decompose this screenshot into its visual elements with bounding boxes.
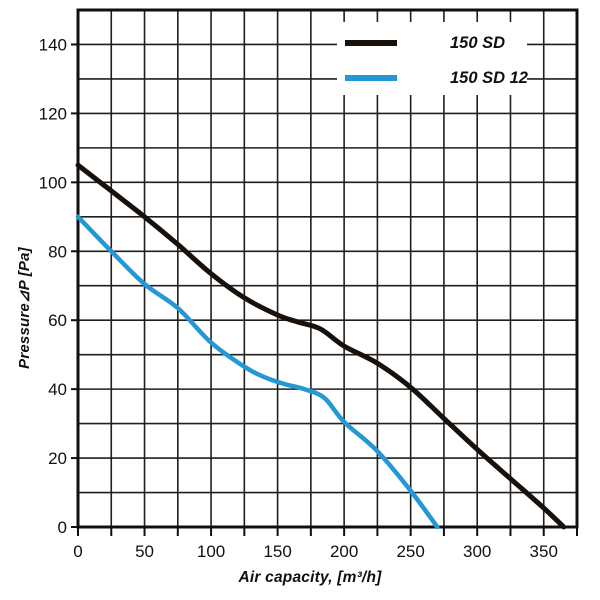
- plot-border: [76, 8, 579, 529]
- x-axis-title: Air capacity, [m³/h]: [238, 569, 382, 586]
- legend-label-150sd: 150 SD: [450, 33, 506, 52]
- legend-label-150sd12: 150 SD 12: [450, 68, 528, 87]
- curve-150-sd: [75, 162, 567, 530]
- y-tick-label: 140: [39, 35, 67, 54]
- legend-swatch-150sd12: [345, 75, 397, 81]
- x-tick-label: 350: [530, 542, 558, 561]
- y-tick-label: 80: [48, 242, 67, 261]
- x-tick-label: 0: [73, 542, 82, 561]
- legend: 150 SD 150 SD 12: [337, 22, 528, 95]
- legend-item-150sd12: 150 SD 12: [345, 69, 528, 87]
- y-tick-label: 120: [39, 104, 67, 123]
- y-tick-label: 0: [58, 518, 67, 537]
- y-tick-label: 100: [39, 173, 67, 192]
- x-tick-label: 100: [197, 542, 225, 561]
- x-tick-label: 150: [263, 542, 291, 561]
- x-tick-label: 250: [396, 542, 424, 561]
- y-axis-title: Pressure⊿P [Pa]: [16, 247, 33, 369]
- x-tick-label: 200: [330, 542, 358, 561]
- x-tick-label: 50: [135, 542, 154, 561]
- curve-150-sd-12: [75, 214, 440, 530]
- y-tick-label: 20: [48, 449, 67, 468]
- y-tick-label: 60: [48, 311, 67, 330]
- y-tick-label: 40: [48, 380, 67, 399]
- legend-swatch-150sd: [345, 40, 397, 46]
- x-tick-label: 300: [463, 542, 491, 561]
- legend-item-150sd: 150 SD: [345, 34, 505, 52]
